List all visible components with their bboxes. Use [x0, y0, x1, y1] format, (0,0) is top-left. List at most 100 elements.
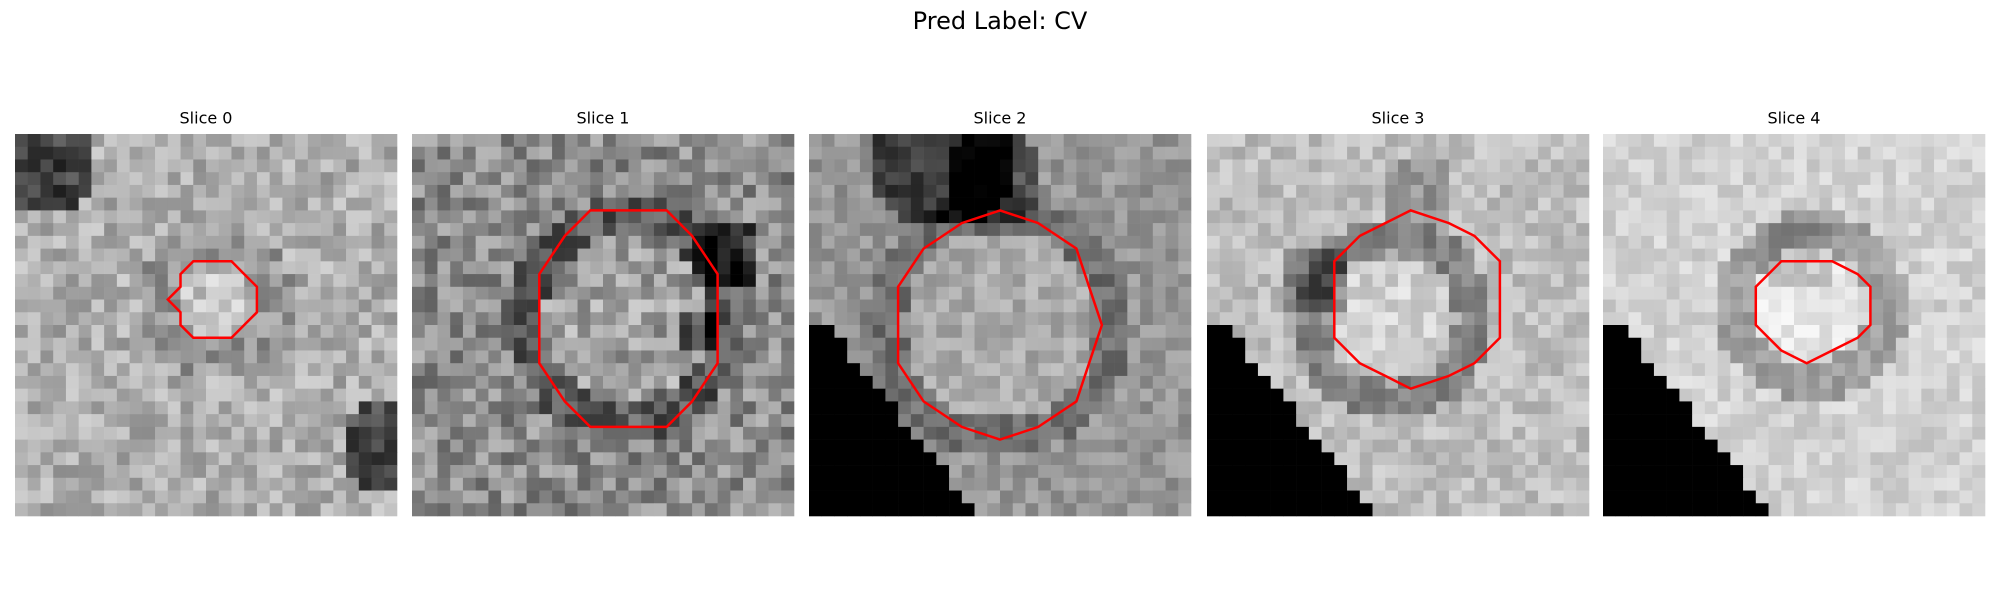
pixel [1038, 184, 1052, 198]
pixel [40, 363, 54, 377]
pixel [218, 134, 232, 148]
pixel [1178, 146, 1192, 160]
pixel [1972, 134, 1986, 148]
pixel [666, 477, 680, 491]
pixel [1461, 235, 1475, 249]
pixel [1499, 261, 1513, 275]
pixel [679, 439, 693, 453]
pixel [1296, 426, 1310, 440]
pixel [1743, 197, 1757, 211]
pixel [1321, 159, 1335, 173]
pixel [1921, 172, 1935, 186]
pixel [949, 146, 963, 160]
pixel [1398, 248, 1412, 262]
pixel [129, 426, 143, 440]
pixel [1819, 337, 1833, 351]
pixel [155, 235, 169, 249]
pixel [91, 477, 105, 491]
pixel [1359, 477, 1373, 491]
pixel [1603, 490, 1617, 504]
pixel [717, 235, 731, 249]
pixel [1768, 159, 1782, 173]
pixel [91, 197, 105, 211]
pixel [1050, 350, 1064, 364]
pixel [1165, 299, 1179, 313]
pixel [1641, 401, 1655, 415]
pixel [155, 350, 169, 364]
pixel [282, 286, 296, 300]
pixel [847, 401, 861, 415]
pixel [358, 503, 372, 517]
pixel [269, 414, 283, 428]
pixel [104, 503, 118, 517]
pixel [564, 261, 578, 275]
pixel [885, 197, 899, 211]
pixel [1334, 223, 1348, 237]
pixel [116, 325, 130, 339]
pixel [1895, 197, 1909, 211]
pixel [116, 223, 130, 237]
pixel [1730, 388, 1744, 402]
image-panel [15, 134, 398, 517]
pixel [1063, 363, 1077, 377]
pixel [1076, 223, 1090, 237]
pixel [1946, 477, 1960, 491]
pixel [424, 452, 438, 466]
pixel [961, 477, 975, 491]
pixel [27, 439, 41, 453]
pixel [872, 414, 886, 428]
pixel [1666, 363, 1680, 377]
pixel [552, 350, 566, 364]
pixel [1563, 477, 1577, 491]
pixel [1000, 286, 1014, 300]
pixel [1114, 261, 1128, 275]
pixel [1870, 337, 1884, 351]
pixel [653, 325, 667, 339]
pixel [1946, 426, 1960, 440]
pixel [603, 363, 617, 377]
pixel [1666, 235, 1680, 249]
pixel [1934, 223, 1948, 237]
pixel [1921, 159, 1935, 173]
pixel [1768, 503, 1782, 517]
pixel [450, 503, 464, 517]
pixel [1000, 223, 1014, 237]
pixel [1398, 503, 1412, 517]
pixel [1245, 274, 1259, 288]
pixel [1755, 375, 1769, 389]
pixel [987, 401, 1001, 415]
pixel [104, 210, 118, 224]
pixel [1576, 452, 1590, 466]
pixel [872, 312, 886, 326]
pixel [269, 210, 283, 224]
pixel [1038, 375, 1052, 389]
pixel [1781, 337, 1795, 351]
pixel [1768, 146, 1782, 160]
pixel [1101, 261, 1115, 275]
pixel [1832, 363, 1846, 377]
pixel [1755, 414, 1769, 428]
pixel [974, 337, 988, 351]
pixel [91, 375, 105, 389]
pixel [1000, 325, 1014, 339]
pixel [898, 134, 912, 148]
pixel [1972, 490, 1986, 504]
pixel [949, 503, 963, 517]
pixel [666, 452, 680, 466]
pixel [1717, 503, 1731, 517]
pixel [1921, 375, 1935, 389]
pixel [1870, 286, 1884, 300]
pixel [1385, 439, 1399, 453]
pixel [346, 375, 360, 389]
pixel [743, 248, 757, 262]
pixel [628, 235, 642, 249]
pixel [1089, 363, 1103, 377]
pixel [424, 159, 438, 173]
pixel [552, 172, 566, 186]
pixel [1576, 337, 1590, 351]
pixel [1550, 248, 1564, 262]
pixel [539, 172, 553, 186]
pixel [1385, 350, 1399, 364]
pixel [821, 223, 835, 237]
pixel [1730, 146, 1744, 160]
